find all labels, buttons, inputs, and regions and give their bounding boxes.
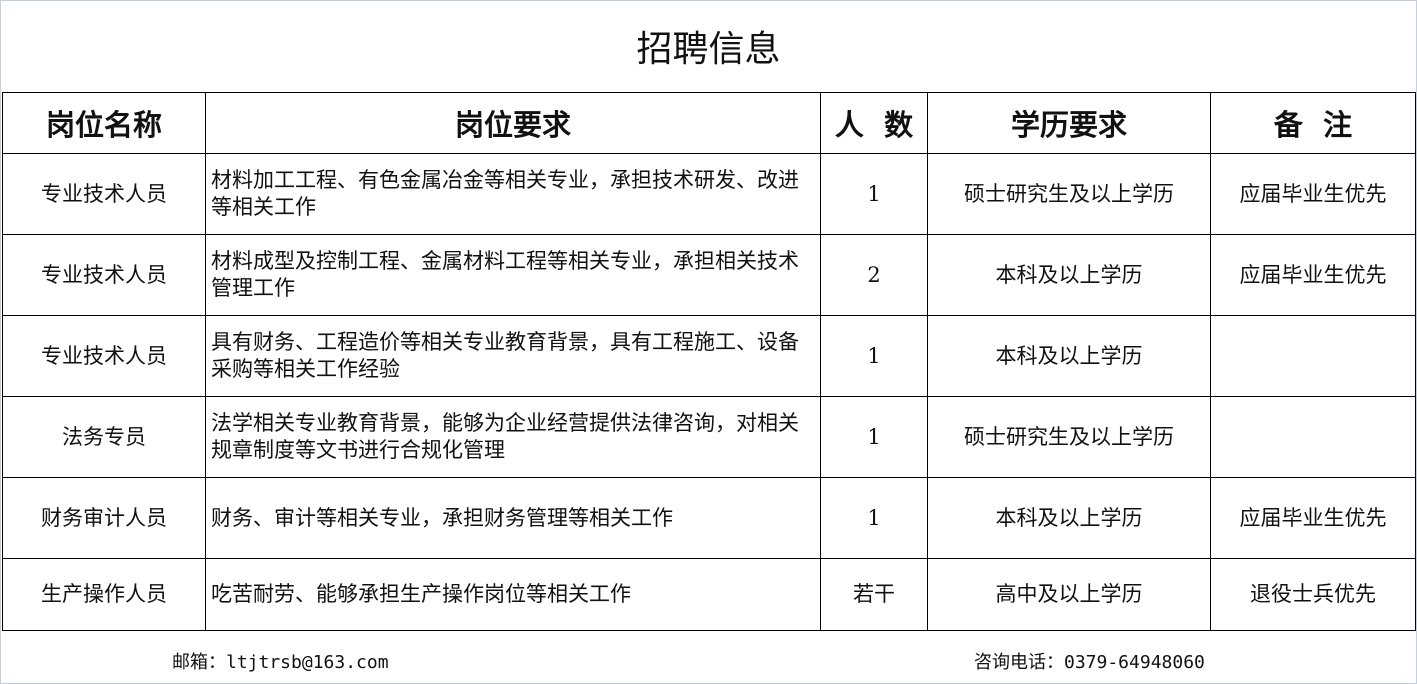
cell-note: 应届毕业生优先 bbox=[1210, 234, 1416, 316]
cell-position-name: 专业技术人员 bbox=[2, 315, 206, 397]
footer-email: 邮箱：ltjtrsb@163.com bbox=[172, 652, 389, 673]
cell-note bbox=[1210, 396, 1416, 478]
cell-count: 若干 bbox=[820, 558, 928, 631]
cell-requirement: 吃苦耐劳、能够承担生产操作岗位等相关工作 bbox=[205, 558, 821, 631]
cell-requirement: 财务、审计等相关专业，承担财务管理等相关工作 bbox=[205, 477, 821, 559]
cell-count: 1 bbox=[820, 396, 928, 478]
header-row: 岗位名称 岗位要求 人 数 学历要求 备 注 bbox=[2, 92, 1416, 154]
cell-requirement: 具有财务、工程造价等相关专业教育背景，具有工程施工、设备采购等相关工作经验 bbox=[205, 315, 821, 397]
cell-education: 高中及以上学历 bbox=[927, 558, 1211, 631]
cell-education: 硕士研究生及以上学历 bbox=[927, 396, 1211, 478]
cell-education: 硕士研究生及以上学历 bbox=[927, 153, 1211, 235]
cell-position-name: 财务审计人员 bbox=[2, 477, 206, 559]
header-requirement: 岗位要求 bbox=[205, 92, 821, 154]
header-position-name: 岗位名称 bbox=[2, 92, 206, 154]
table-row: 法务专员 法学相关专业教育背景，能够为企业经营提供法律咨询，对相关规章制度等文书进… bbox=[2, 396, 1416, 478]
footer-phone: 咨询电话：0379-64948060 bbox=[974, 652, 1205, 673]
cell-requirement: 法学相关专业教育背景，能够为企业经营提供法律咨询，对相关规章制度等文书进行合规化… bbox=[205, 396, 821, 478]
cell-note: 应届毕业生优先 bbox=[1210, 153, 1416, 235]
cell-position-name: 生产操作人员 bbox=[2, 558, 206, 631]
cell-education: 本科及以上学历 bbox=[927, 234, 1211, 316]
cell-requirement: 材料成型及控制工程、金属材料工程等相关专业，承担相关技术管理工作 bbox=[205, 234, 821, 316]
cell-note: 应届毕业生优先 bbox=[1210, 477, 1416, 559]
header-note: 备 注 bbox=[1210, 92, 1416, 154]
cell-count: 2 bbox=[820, 234, 928, 316]
recruitment-table: 岗位名称 岗位要求 人 数 学历要求 备 注 专业技术人员 材料加工工程、有色金属… bbox=[2, 92, 1416, 631]
header-count: 人 数 bbox=[820, 92, 928, 154]
cell-education: 本科及以上学历 bbox=[927, 477, 1211, 559]
table-row: 生产操作人员 吃苦耐劳、能够承担生产操作岗位等相关工作 若干 高中及以上学历 退役士兵优… bbox=[2, 558, 1416, 631]
cell-note: 退役士兵优先 bbox=[1210, 558, 1416, 631]
cell-position-name: 专业技术人员 bbox=[2, 153, 206, 235]
cell-education: 本科及以上学历 bbox=[927, 315, 1211, 397]
table-row: 专业技术人员 材料加工工程、有色金属冶金等相关专业，承担技术研发、改进等相关工作 1… bbox=[2, 153, 1416, 235]
table-row: 财务审计人员 财务、审计等相关专业，承担财务管理等相关工作 1 本科及以上学历 应届毕业… bbox=[2, 477, 1416, 559]
cell-count: 1 bbox=[820, 153, 928, 235]
table-row: 专业技术人员 材料成型及控制工程、金属材料工程等相关专业，承担相关技术管理工作 2 本… bbox=[2, 234, 1416, 316]
table-row: 专业技术人员 具有财务、工程造价等相关专业教育背景，具有工程施工、设备采购等相关工… bbox=[2, 315, 1416, 397]
cell-count: 1 bbox=[820, 477, 928, 559]
cell-requirement: 材料加工工程、有色金属冶金等相关专业，承担技术研发、改进等相关工作 bbox=[205, 153, 821, 235]
cell-note bbox=[1210, 315, 1416, 397]
cell-position-name: 法务专员 bbox=[2, 396, 206, 478]
header-education: 学历要求 bbox=[927, 92, 1211, 154]
cell-count: 1 bbox=[820, 315, 928, 397]
cell-position-name: 专业技术人员 bbox=[2, 234, 206, 316]
page-title: 招聘信息 bbox=[636, 29, 781, 70]
